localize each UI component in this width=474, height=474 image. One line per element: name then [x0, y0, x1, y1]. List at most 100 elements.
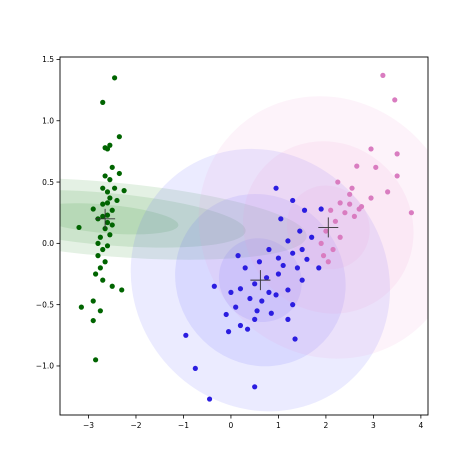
point-1-18 [263, 275, 270, 281]
point-0-36 [78, 304, 84, 310]
point-0-8 [107, 177, 113, 183]
point-1-26 [259, 298, 265, 304]
point-1-27 [290, 302, 296, 308]
point-2-15 [342, 210, 348, 216]
point-0-15 [100, 201, 106, 207]
x-tick-label-0: −3 [83, 421, 94, 430]
point-1-42 [211, 283, 217, 289]
point-2-7 [335, 179, 341, 185]
point-0-6 [109, 164, 115, 170]
point-1-6 [309, 234, 315, 240]
y-tick-label-5: 1.5 [42, 55, 54, 64]
point-2-8 [349, 185, 355, 191]
point-1-25 [247, 295, 253, 302]
point-1-13 [256, 259, 263, 265]
point-2-26 [358, 203, 365, 210]
point-0-30 [97, 265, 103, 271]
point-2-1 [392, 97, 398, 103]
point-1-20 [252, 281, 258, 287]
point-0-1 [100, 99, 106, 105]
point-1-40 [206, 396, 213, 402]
point-2-2 [394, 151, 400, 157]
point-0-39 [93, 357, 99, 363]
point-0-41 [121, 188, 127, 194]
point-1-0 [290, 197, 296, 204]
point-2-10 [368, 195, 374, 201]
point-0-34 [119, 287, 125, 293]
point-2-5 [354, 163, 360, 169]
point-2-0 [380, 72, 386, 78]
point-0-20 [104, 219, 111, 226]
point-2-9 [385, 189, 391, 195]
point-1-7 [285, 238, 291, 244]
point-1-30 [268, 310, 274, 316]
point-2-24 [325, 259, 331, 265]
point-1-34 [237, 322, 244, 329]
point-1-36 [225, 329, 232, 335]
point-1-37 [183, 332, 189, 338]
point-1-19 [299, 277, 305, 283]
y-tick-label-0: −1.0 [36, 362, 54, 371]
point-1-4 [278, 216, 284, 222]
point-2-17 [332, 218, 339, 224]
point-1-32 [252, 316, 258, 322]
point-2-25 [347, 191, 353, 197]
point-0-28 [95, 253, 101, 259]
point-2-22 [330, 246, 336, 253]
point-0-33 [109, 283, 115, 289]
point-1-24 [273, 292, 279, 298]
axes: −3 −2 −1 0 1 2 3 4 −1.0 −0.5 0.0 0.5 1.0 1.5 [36, 55, 424, 430]
point-1-5 [297, 228, 303, 234]
point-1-29 [254, 308, 260, 314]
data-points [76, 72, 414, 402]
point-1-35 [244, 326, 251, 332]
center-markers [95, 208, 339, 291]
point-1-10 [290, 250, 296, 256]
x-tick-label-2: −1 [178, 421, 189, 430]
point-0-29 [102, 259, 108, 265]
point-0-37 [97, 308, 103, 314]
point-0-40 [76, 224, 82, 231]
point-0-18 [100, 213, 106, 219]
point-0-38 [90, 317, 96, 324]
point-0-23 [107, 232, 113, 238]
point-2-20 [337, 234, 343, 240]
point-1-28 [233, 304, 239, 310]
point-1-44 [316, 265, 322, 271]
point-0-0 [112, 75, 118, 81]
point-0-11 [104, 189, 111, 195]
x-tick-label-4: 1 [276, 421, 281, 430]
point-2-11 [337, 200, 343, 206]
point-1-38 [292, 336, 298, 342]
point-2-21 [318, 240, 324, 246]
point-1-9 [266, 246, 272, 253]
x-tick-label-1: −2 [130, 421, 141, 430]
point-0-14 [104, 200, 111, 206]
point-2-23 [320, 253, 327, 259]
point-2-18 [408, 210, 414, 216]
point-1-14 [280, 262, 286, 269]
point-1-39 [192, 365, 198, 372]
point-1-43 [235, 253, 241, 259]
point-0-21 [109, 222, 115, 228]
point-0-17 [104, 212, 111, 218]
point-1-21 [237, 286, 244, 292]
point-2-4 [373, 164, 379, 170]
point-1-11 [275, 255, 282, 261]
x-tick-label-3: 0 [229, 421, 234, 430]
point-0-13 [114, 197, 120, 204]
point-0-43 [102, 173, 108, 179]
x-tick-label-5: 2 [324, 421, 329, 430]
x-tick-label-6: 3 [371, 421, 376, 430]
plot-frame [59, 56, 429, 416]
point-2-19 [323, 228, 329, 234]
point-0-16 [109, 207, 115, 213]
point-0-9 [112, 185, 118, 191]
point-0-3 [107, 142, 113, 148]
point-2-14 [328, 207, 334, 213]
y-tick-label-2: 0.0 [42, 239, 54, 248]
point-2-3 [368, 146, 374, 152]
point-0-26 [104, 243, 111, 249]
point-1-33 [285, 316, 291, 322]
point-1-15 [294, 265, 301, 271]
